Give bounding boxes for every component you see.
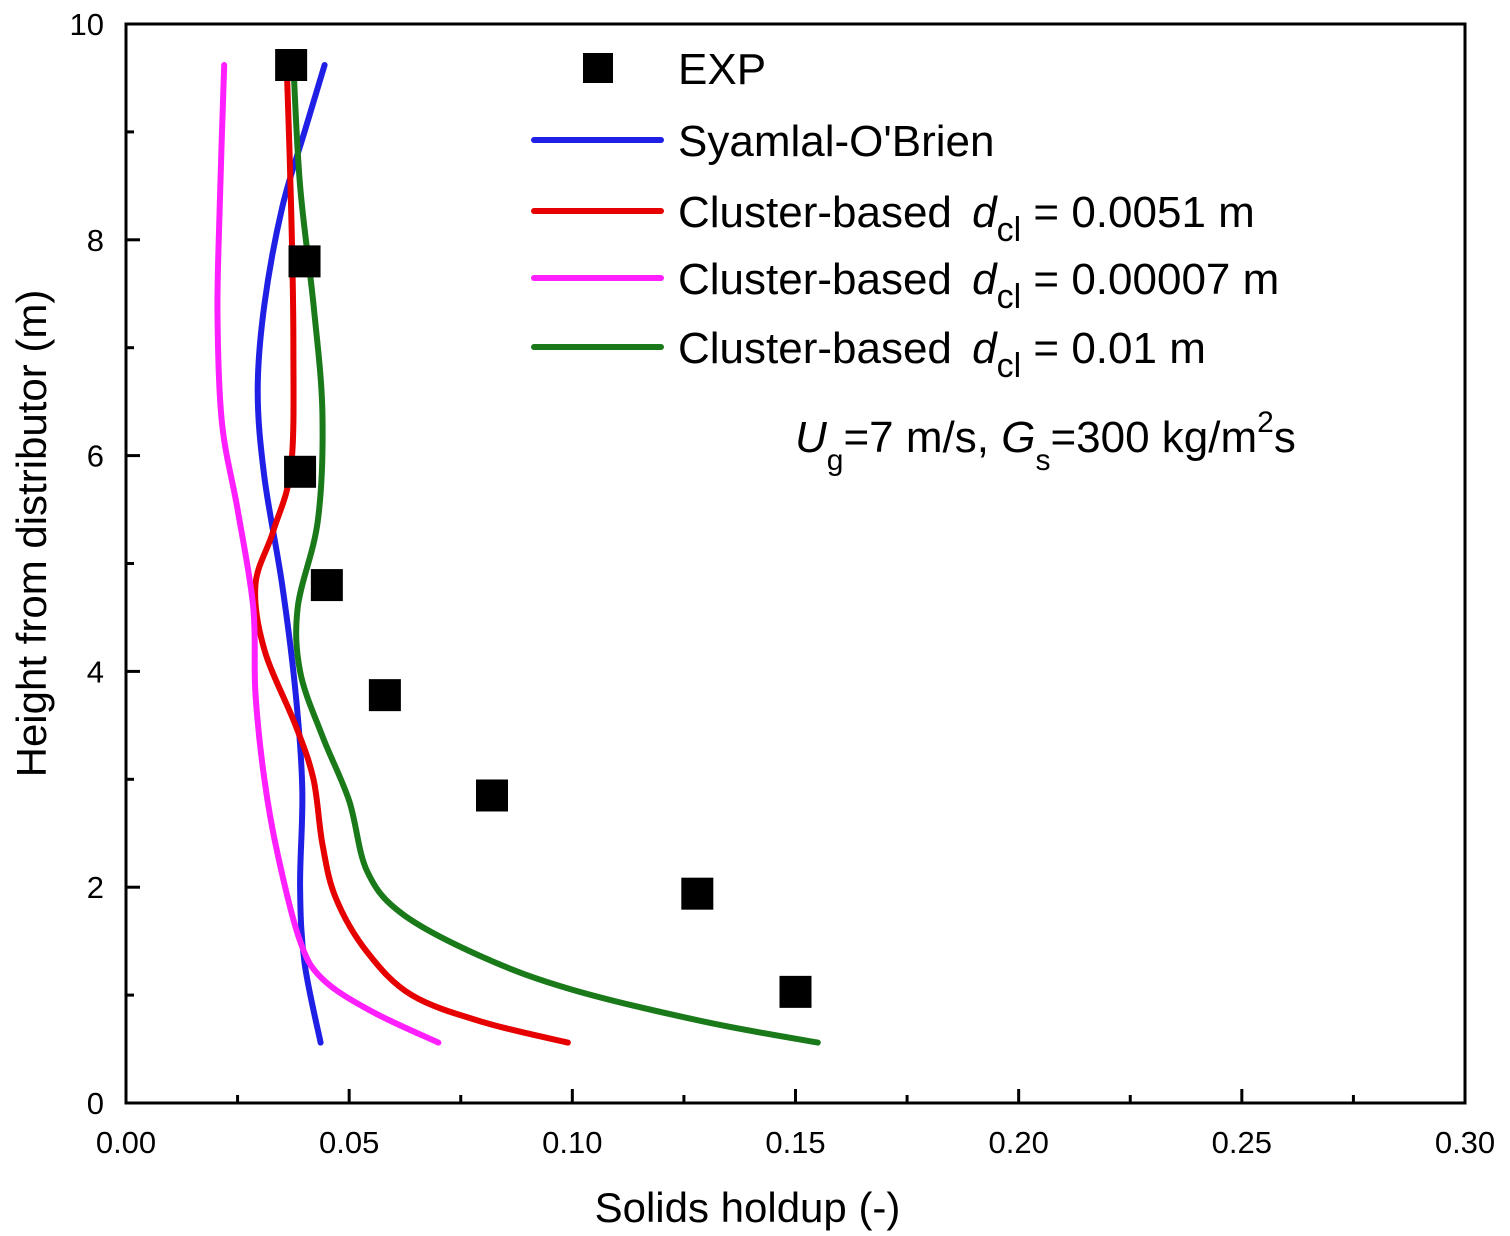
legend-label-name: Syamlal-O'Brien <box>678 117 995 166</box>
annotation-u-value: =7 m/s, <box>843 413 989 462</box>
legend-value: = 0.01 m <box>1021 324 1206 373</box>
series-line-4 <box>290 62 821 1046</box>
exp-point-4 <box>310 569 343 602</box>
legend-label-name: EXP <box>678 45 766 94</box>
conditions-annotation: Ug=7 m/s, Gs=300 kg/m2s <box>795 406 1296 477</box>
exp-point-6 <box>475 779 508 812</box>
legend-subscript: cl <box>997 347 1022 385</box>
x-tick-label: 0.30 <box>1435 1125 1495 1160</box>
legend-subscript: cl <box>997 211 1022 249</box>
x-tick-label: 0.05 <box>319 1125 379 1160</box>
y-tick-label: 2 <box>87 870 104 905</box>
annotation-g-sub: s <box>1035 444 1050 477</box>
exp-point-7 <box>681 877 714 910</box>
annotation-u-sub: g <box>827 444 844 477</box>
exp-point-8 <box>779 975 812 1008</box>
legend-label-3: Cluster-based dcl = 0.00007 m <box>678 255 1279 316</box>
annotation-g-value: =300 kg/m <box>1050 413 1257 462</box>
annotation-g-sup: 2 <box>1257 406 1274 439</box>
exp-point-1 <box>275 49 308 82</box>
legend-label-name: Cluster-based <box>678 324 952 373</box>
legend-value: = 0.00007 m <box>1021 255 1279 304</box>
x-tick-label: 0.00 <box>96 1125 156 1160</box>
axes: 0.00 0.05 0.10 0.15 0.20 0.25 0.30 0 2 4 6 8 10 <box>70 7 1496 1160</box>
y-axis-title: Height from distributor (m) <box>8 290 55 778</box>
x-tick-label: 0.20 <box>988 1125 1048 1160</box>
legend-label-name: Cluster-based <box>678 255 952 304</box>
x-tick-label: 0.25 <box>1212 1125 1272 1160</box>
y-tick-label: 10 <box>70 7 104 42</box>
x-tick-label: 0.15 <box>765 1125 825 1160</box>
legend-subscript: cl <box>997 278 1022 316</box>
legend-marker-exp <box>583 53 613 83</box>
annotation-g-symbol: G <box>1001 413 1035 462</box>
annotation-g-tail: s <box>1274 413 1296 462</box>
series-line-2 <box>252 62 571 1046</box>
annotation-text: Ug=7 m/s, Gs=300 kg/m2s <box>795 406 1296 477</box>
legend-label-1: Syamlal-O'Brien <box>678 117 995 166</box>
exp-point-2 <box>288 245 321 278</box>
legend-value: = 0.0051 m <box>1021 188 1255 237</box>
y-tick-label: 0 <box>87 1086 104 1121</box>
y-tick-label: 8 <box>87 223 104 258</box>
plot-frame <box>124 22 1467 1105</box>
x-axis-title: Solids holdup (-) <box>595 1184 901 1231</box>
legend-d-symbol: d <box>972 255 998 304</box>
y-tick-label: 4 <box>87 654 104 689</box>
exp-point-3 <box>284 455 317 488</box>
legend-d-symbol: d <box>972 324 998 373</box>
series-line-3 <box>214 62 442 1046</box>
series-line-1 <box>254 62 328 1046</box>
legend-label-0: EXP <box>678 45 766 94</box>
x-tick-label: 0.10 <box>542 1125 602 1160</box>
legend-d-symbol: d <box>972 188 998 237</box>
annotation-u-symbol: U <box>795 413 827 462</box>
y-tick-label: 6 <box>87 439 104 474</box>
exp-point-5 <box>368 679 401 712</box>
legend-label-2: Cluster-based dcl = 0.0051 m <box>678 188 1255 249</box>
plot-area <box>214 49 821 1046</box>
legend-label-name: Cluster-based <box>678 188 952 237</box>
legend-label-4: Cluster-based dcl = 0.01 m <box>678 324 1206 385</box>
